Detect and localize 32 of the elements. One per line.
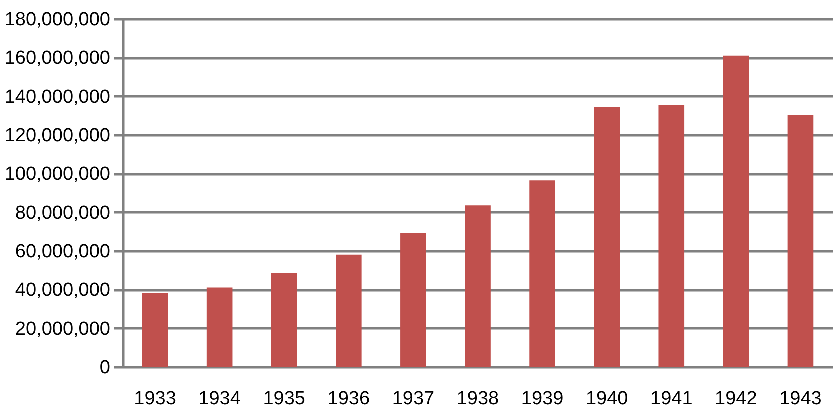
x-tick-label: 1936	[328, 388, 370, 410]
y-tick-label: 180,000,000	[4, 10, 110, 30]
y-tick-label: 60,000,000	[15, 242, 110, 262]
x-tick-label: 1933	[134, 388, 176, 410]
x-tick-label: 1941	[650, 388, 693, 410]
bar	[788, 115, 814, 367]
bar	[465, 206, 491, 367]
y-tick-label: 0	[100, 358, 110, 378]
x-tick-label: 1942	[715, 388, 758, 410]
y-tick-label: 120,000,000	[4, 126, 110, 146]
bar	[400, 233, 426, 367]
x-tick-label: 1934	[198, 388, 242, 410]
y-tick-label: 100,000,000	[4, 164, 110, 186]
bar	[723, 56, 750, 367]
y-tick-label: 80,000,000	[15, 202, 110, 224]
bar	[594, 107, 620, 367]
x-tick-label: 1943	[780, 388, 822, 410]
x-tick-label: 1938	[456, 388, 500, 410]
bar	[206, 288, 233, 367]
bar	[142, 294, 168, 367]
y-tick-label: 20,000,000	[15, 318, 110, 340]
x-tick-label: 1939	[521, 388, 564, 410]
x-tick-label: 1935	[263, 388, 306, 410]
bar	[530, 180, 556, 367]
x-tick-label: 1940	[586, 388, 628, 410]
x-tick-label: 1937	[392, 388, 435, 410]
bar	[271, 273, 298, 367]
bar	[658, 105, 685, 367]
y-tick-label: 160,000,000	[4, 48, 110, 70]
bar	[336, 254, 362, 367]
y-tick-label: 140,000,000	[4, 86, 110, 108]
y-tick-label: 40,000,000	[15, 280, 110, 302]
